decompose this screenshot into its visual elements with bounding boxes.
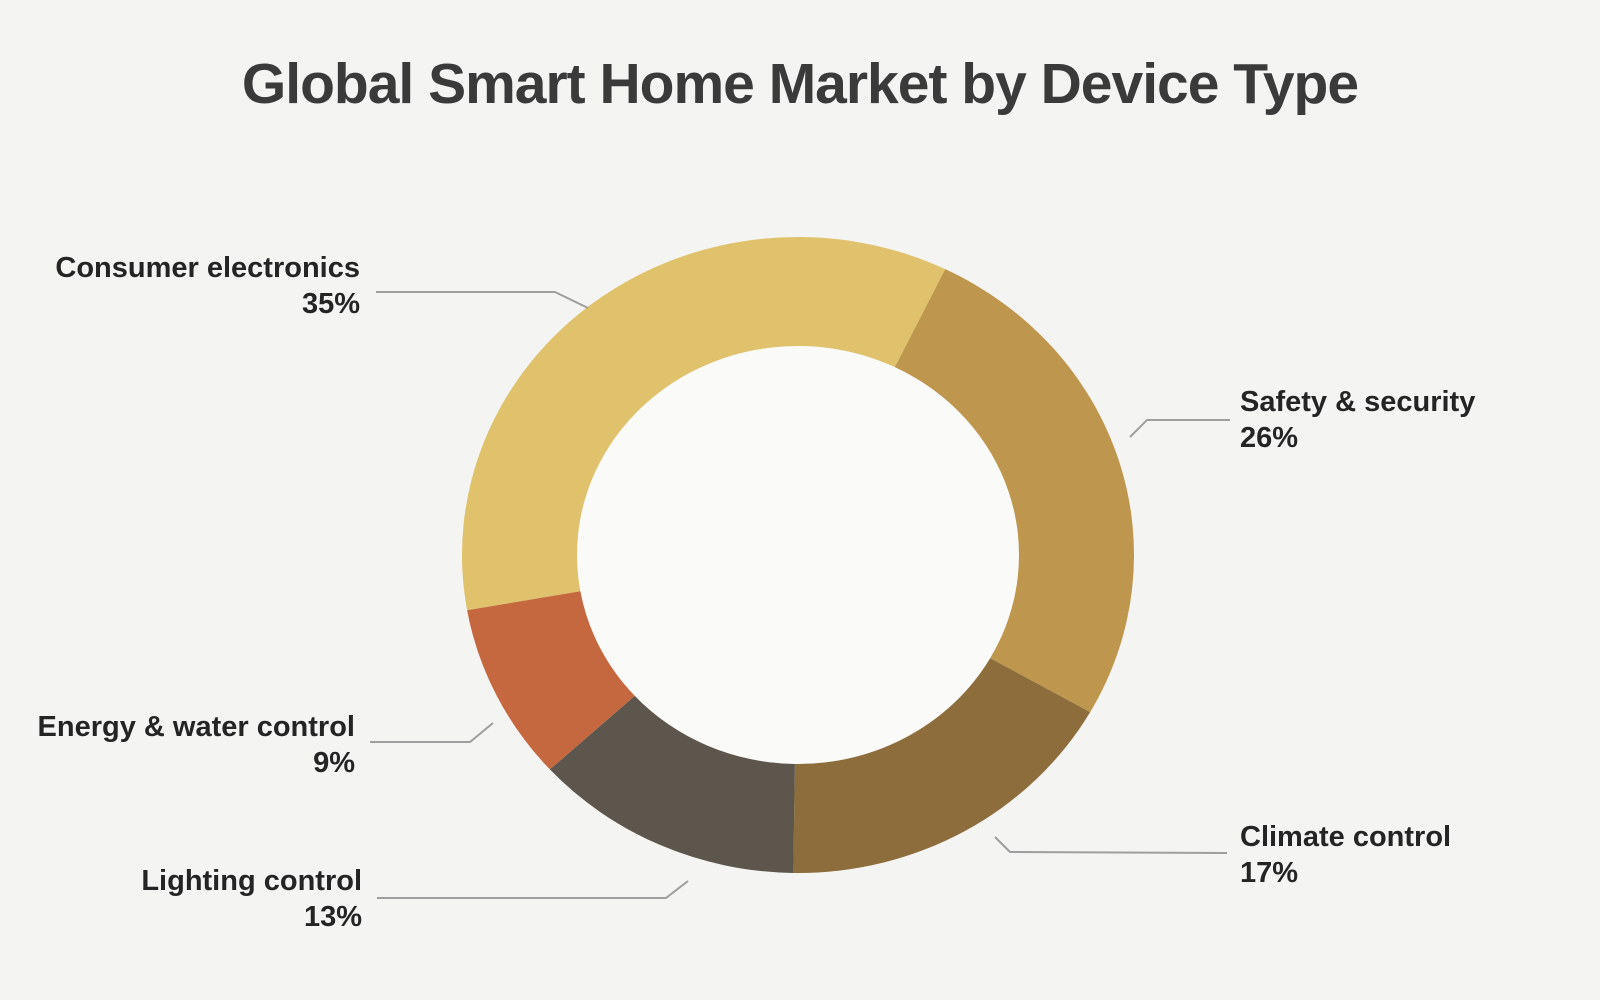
segment-value: 35% xyxy=(301,288,360,320)
callout-lighting-control: Lighting control 13% xyxy=(141,863,362,935)
callout-climate-control: Climate control 17% xyxy=(1240,819,1451,891)
donut-hole xyxy=(577,346,1019,764)
leader-line-safety-security xyxy=(1129,419,1230,438)
segment-value: 13% xyxy=(303,901,362,933)
leader-line-climate-control xyxy=(994,836,1228,854)
leader-line-lighting-control xyxy=(377,880,689,899)
donut-segment-safety-security xyxy=(894,269,1134,713)
segment-label: Climate control xyxy=(1240,821,1452,853)
leader-line-consumer-electronics xyxy=(376,291,589,309)
chart-title: Global Smart Home Market by Device Type xyxy=(241,52,1359,116)
callout-energy-water-control: Energy & water control 9% xyxy=(38,709,355,781)
segment-label: Energy & water control xyxy=(37,711,355,743)
donut-segment-lighting-control xyxy=(549,695,795,873)
donut-segment-energy-water-control xyxy=(467,591,635,770)
segment-value: 9% xyxy=(313,747,355,779)
segment-value: 17% xyxy=(1240,857,1299,889)
callout-safety-security: Safety & security 26% xyxy=(1240,384,1475,456)
segment-label: Lighting control xyxy=(141,865,362,897)
segment-label: Safety & security xyxy=(1240,386,1476,418)
segment-label: Consumer electronics xyxy=(55,252,360,284)
donut-segment-climate-control xyxy=(793,658,1091,874)
leader-line-energy-water-control xyxy=(370,722,494,743)
segment-value: 26% xyxy=(1240,422,1299,454)
donut-segment-consumer-electronics xyxy=(461,236,946,611)
callout-consumer-electronics: Consumer electronics 35% xyxy=(55,250,360,322)
